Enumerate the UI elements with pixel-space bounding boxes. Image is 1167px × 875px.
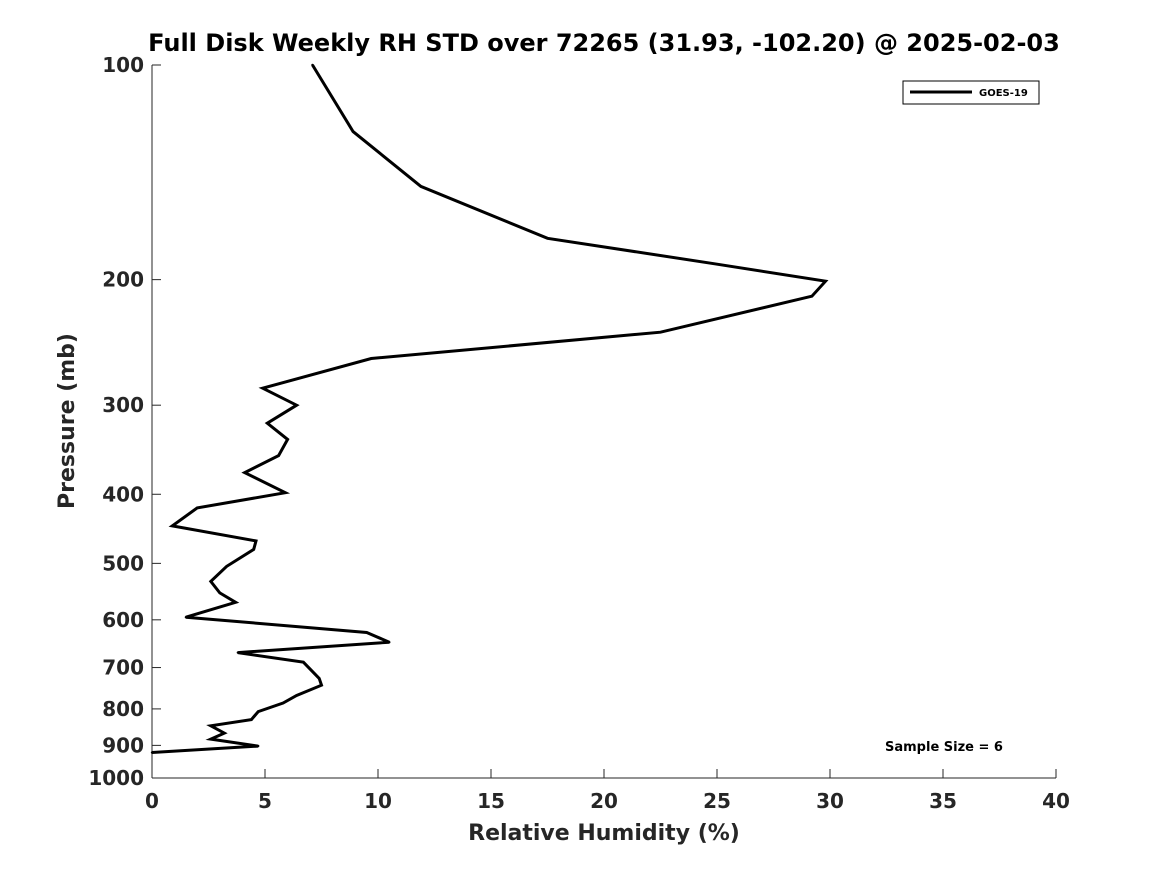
data-point-0-26: [388, 641, 391, 644]
series-line-goes-19: [151, 64, 829, 754]
data-point-0-6: [810, 295, 814, 298]
x-tick-label-5: 5: [258, 789, 272, 813]
data-point-0-4: [713, 262, 716, 265]
data-point-0-38: [257, 744, 260, 748]
data-point-0-19: [252, 548, 255, 551]
data-point-0-0: [311, 63, 314, 67]
data-point-0-5: [824, 279, 827, 283]
data-point-0-7: [659, 330, 662, 334]
data-point-0-11: [266, 422, 269, 425]
data-point-0-29: [318, 677, 321, 680]
x-tick-label-0: 0: [145, 789, 159, 813]
data-point-0-16: [196, 506, 199, 510]
x-tick-label-15: 15: [477, 789, 505, 813]
sample-size-annotation: Sample Size = 6: [885, 740, 1003, 755]
data-point-0-35: [209, 724, 212, 728]
y-tick-label-900: 900: [102, 733, 144, 757]
plot-area: 0 5 10 15 20 25 30 35 40 100 200 300 400 500 600 700 800…: [88, 53, 1070, 813]
y-tick-label-400: 400: [102, 482, 144, 506]
data-point-0-25: [365, 631, 368, 634]
y-tick-label-1000: 1000: [88, 766, 144, 790]
data-point-0-14: [243, 471, 246, 474]
data-point-0-31: [295, 694, 298, 697]
data-point-0-17: [171, 524, 174, 528]
x-axis-label: Relative Humidity (%): [468, 821, 740, 846]
legend-entry-goes-19: GOES-19: [979, 88, 1028, 99]
data-point-0-39: [150, 751, 154, 754]
y-tick-label-300: 300: [102, 393, 144, 417]
data-point-0-28: [302, 661, 305, 664]
x-tick-label-30: 30: [816, 789, 844, 813]
data-point-0-18: [254, 539, 258, 543]
x-tick-label-10: 10: [364, 789, 392, 813]
data-point-0-8: [370, 357, 373, 360]
data-point-0-30: [320, 683, 323, 687]
data-point-0-15: [284, 491, 287, 494]
chart-title: Full Disk Weekly RH STD over 72265 (31.9…: [148, 29, 1060, 57]
data-point-0-1: [351, 130, 355, 133]
x-tick-label-35: 35: [929, 789, 957, 813]
data-point-0-3: [546, 237, 549, 240]
data-point-0-9: [261, 387, 264, 390]
data-point-0-12: [286, 438, 289, 441]
data-point-0-21: [209, 580, 212, 583]
y-axis-label: Pressure (mb): [55, 333, 80, 509]
data-point-0-23: [234, 601, 237, 604]
data-point-0-37: [209, 737, 212, 741]
data-point-0-32: [281, 701, 285, 705]
data-point-0-36: [223, 731, 226, 735]
data-point-0-22: [218, 591, 221, 595]
data-point-0-2: [419, 185, 423, 188]
y-tick-label-800: 800: [102, 697, 144, 721]
x-tick-label-20: 20: [590, 789, 618, 813]
data-point-0-20: [225, 565, 228, 568]
y-tick-label-700: 700: [102, 656, 144, 680]
data-point-0-34: [250, 718, 253, 721]
data-point-0-27: [236, 651, 240, 654]
y-tick-label-600: 600: [102, 608, 144, 632]
data-point-0-24: [184, 616, 188, 619]
legend: GOES-19: [902, 80, 1040, 105]
x-tick-label-40: 40: [1042, 789, 1070, 813]
data-point-0-33: [257, 710, 260, 713]
y-tick-label-500: 500: [102, 551, 144, 575]
data-point-0-13: [277, 454, 280, 457]
y-tick-label-100: 100: [102, 53, 144, 77]
data-point-0-10: [295, 403, 298, 407]
y-tick-label-200: 200: [102, 268, 144, 292]
x-tick-label-25: 25: [703, 789, 731, 813]
